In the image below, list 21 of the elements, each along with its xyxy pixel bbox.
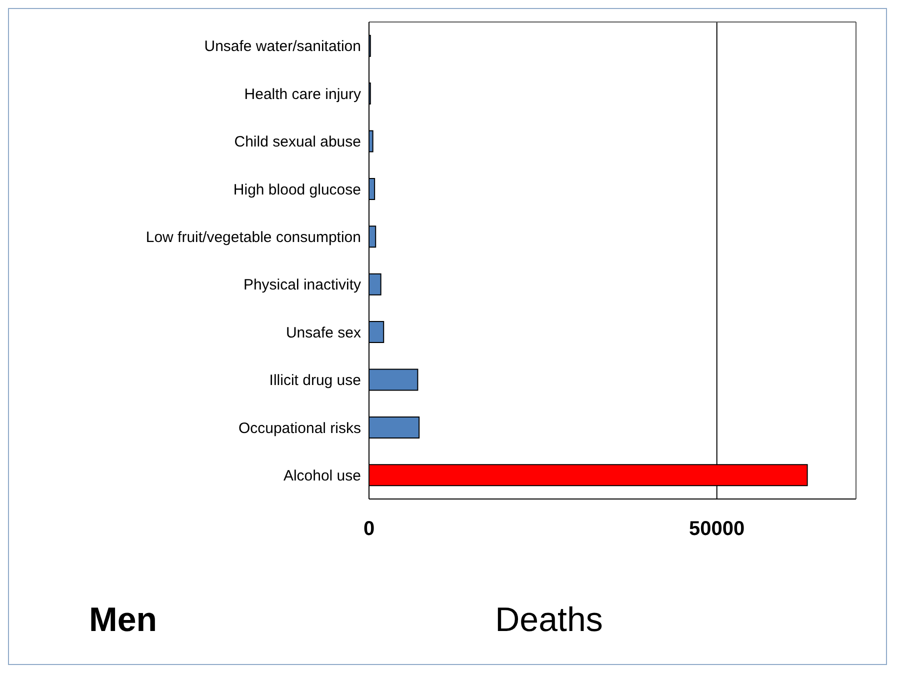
bar (369, 368, 418, 391)
x-axis-title: Deaths (495, 601, 603, 640)
y-tick-label: Low fruit/vegetable consumption (146, 228, 361, 246)
y-tick-label: High blood glucose (233, 181, 361, 198)
bar (369, 226, 376, 248)
y-tick-label: Health care injury (244, 86, 362, 103)
y-tick-label: Occupational risks (238, 420, 361, 437)
y-tick-label: Illicit drug use (269, 372, 361, 390)
bar (369, 416, 420, 438)
y-tick-label: Unsafe sex (286, 324, 362, 342)
y-tick-label: Unsafe water/sanitation (204, 38, 361, 56)
x-tick-label: 0 (363, 518, 375, 540)
y-tick-label: Alcohol use (283, 467, 361, 484)
y-tick-label: Child sexual abuse (234, 134, 361, 151)
x-tick-label: 50000 (689, 518, 745, 540)
bar (369, 321, 384, 344)
y-tick-label: Physical inactivity (243, 276, 362, 294)
text: Men (89, 601, 157, 640)
bar (369, 178, 376, 200)
bar (369, 130, 374, 152)
bar (369, 273, 382, 296)
